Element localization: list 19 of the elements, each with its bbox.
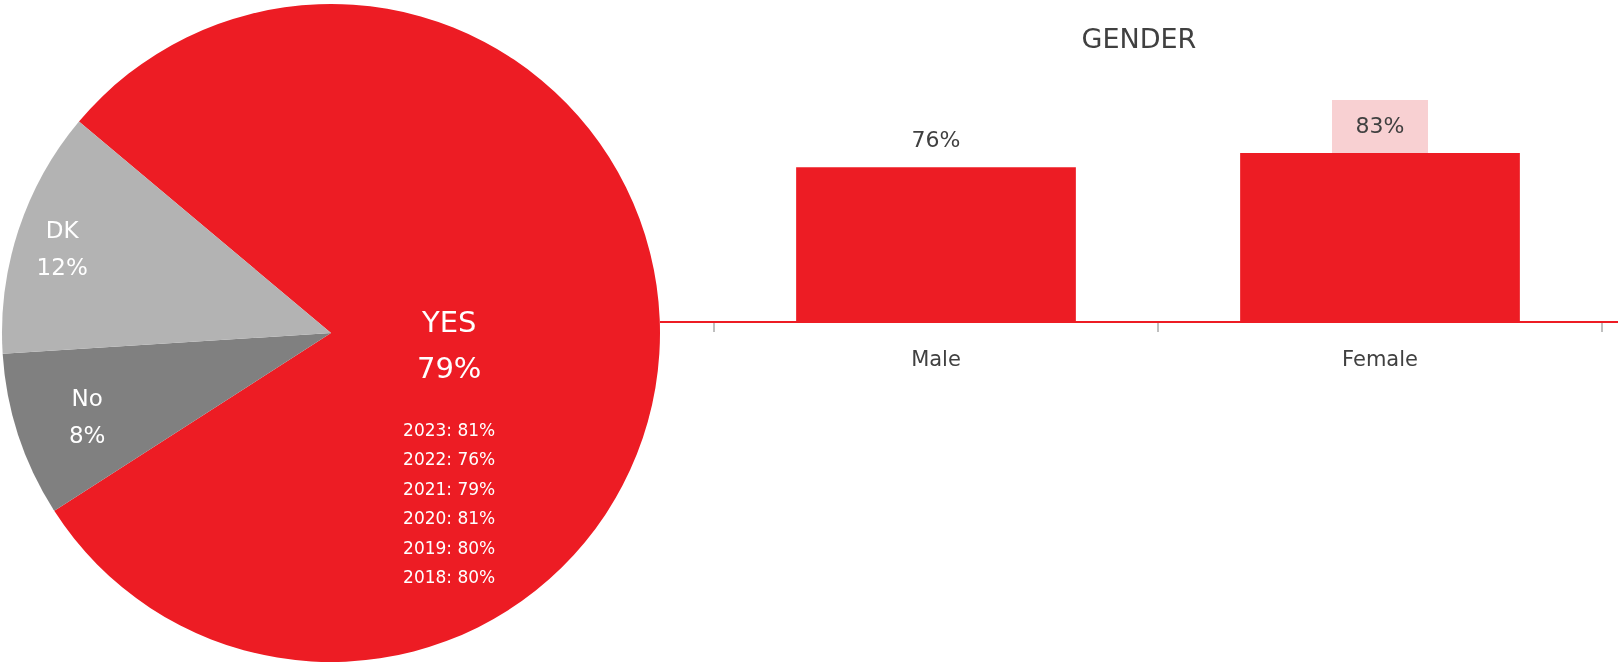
data-label: 83% <box>1355 113 1405 138</box>
slice-label: YES <box>420 304 477 339</box>
x-tick-label: Female <box>1342 347 1418 371</box>
text: 2023: 81% <box>403 419 496 440</box>
x-tick-label: Male <box>911 347 961 371</box>
data-label: 76% <box>911 127 961 153</box>
text: 2020: 81% <box>403 508 496 529</box>
pie-slice <box>2 333 331 511</box>
text: 2021: 79% <box>403 478 496 499</box>
text: 2018: 80% <box>403 567 496 588</box>
slice-label: DK <box>45 216 80 243</box>
data-label: 8% <box>68 421 106 448</box>
slice-label: No <box>71 385 103 412</box>
text: 2019: 80% <box>403 537 496 558</box>
pie-slice <box>2 121 331 354</box>
data-label: 79% <box>416 351 482 386</box>
data-label: 12% <box>36 253 88 280</box>
text: 2022: 76% <box>403 449 496 470</box>
chart-title: GENDER <box>1081 23 1197 54</box>
